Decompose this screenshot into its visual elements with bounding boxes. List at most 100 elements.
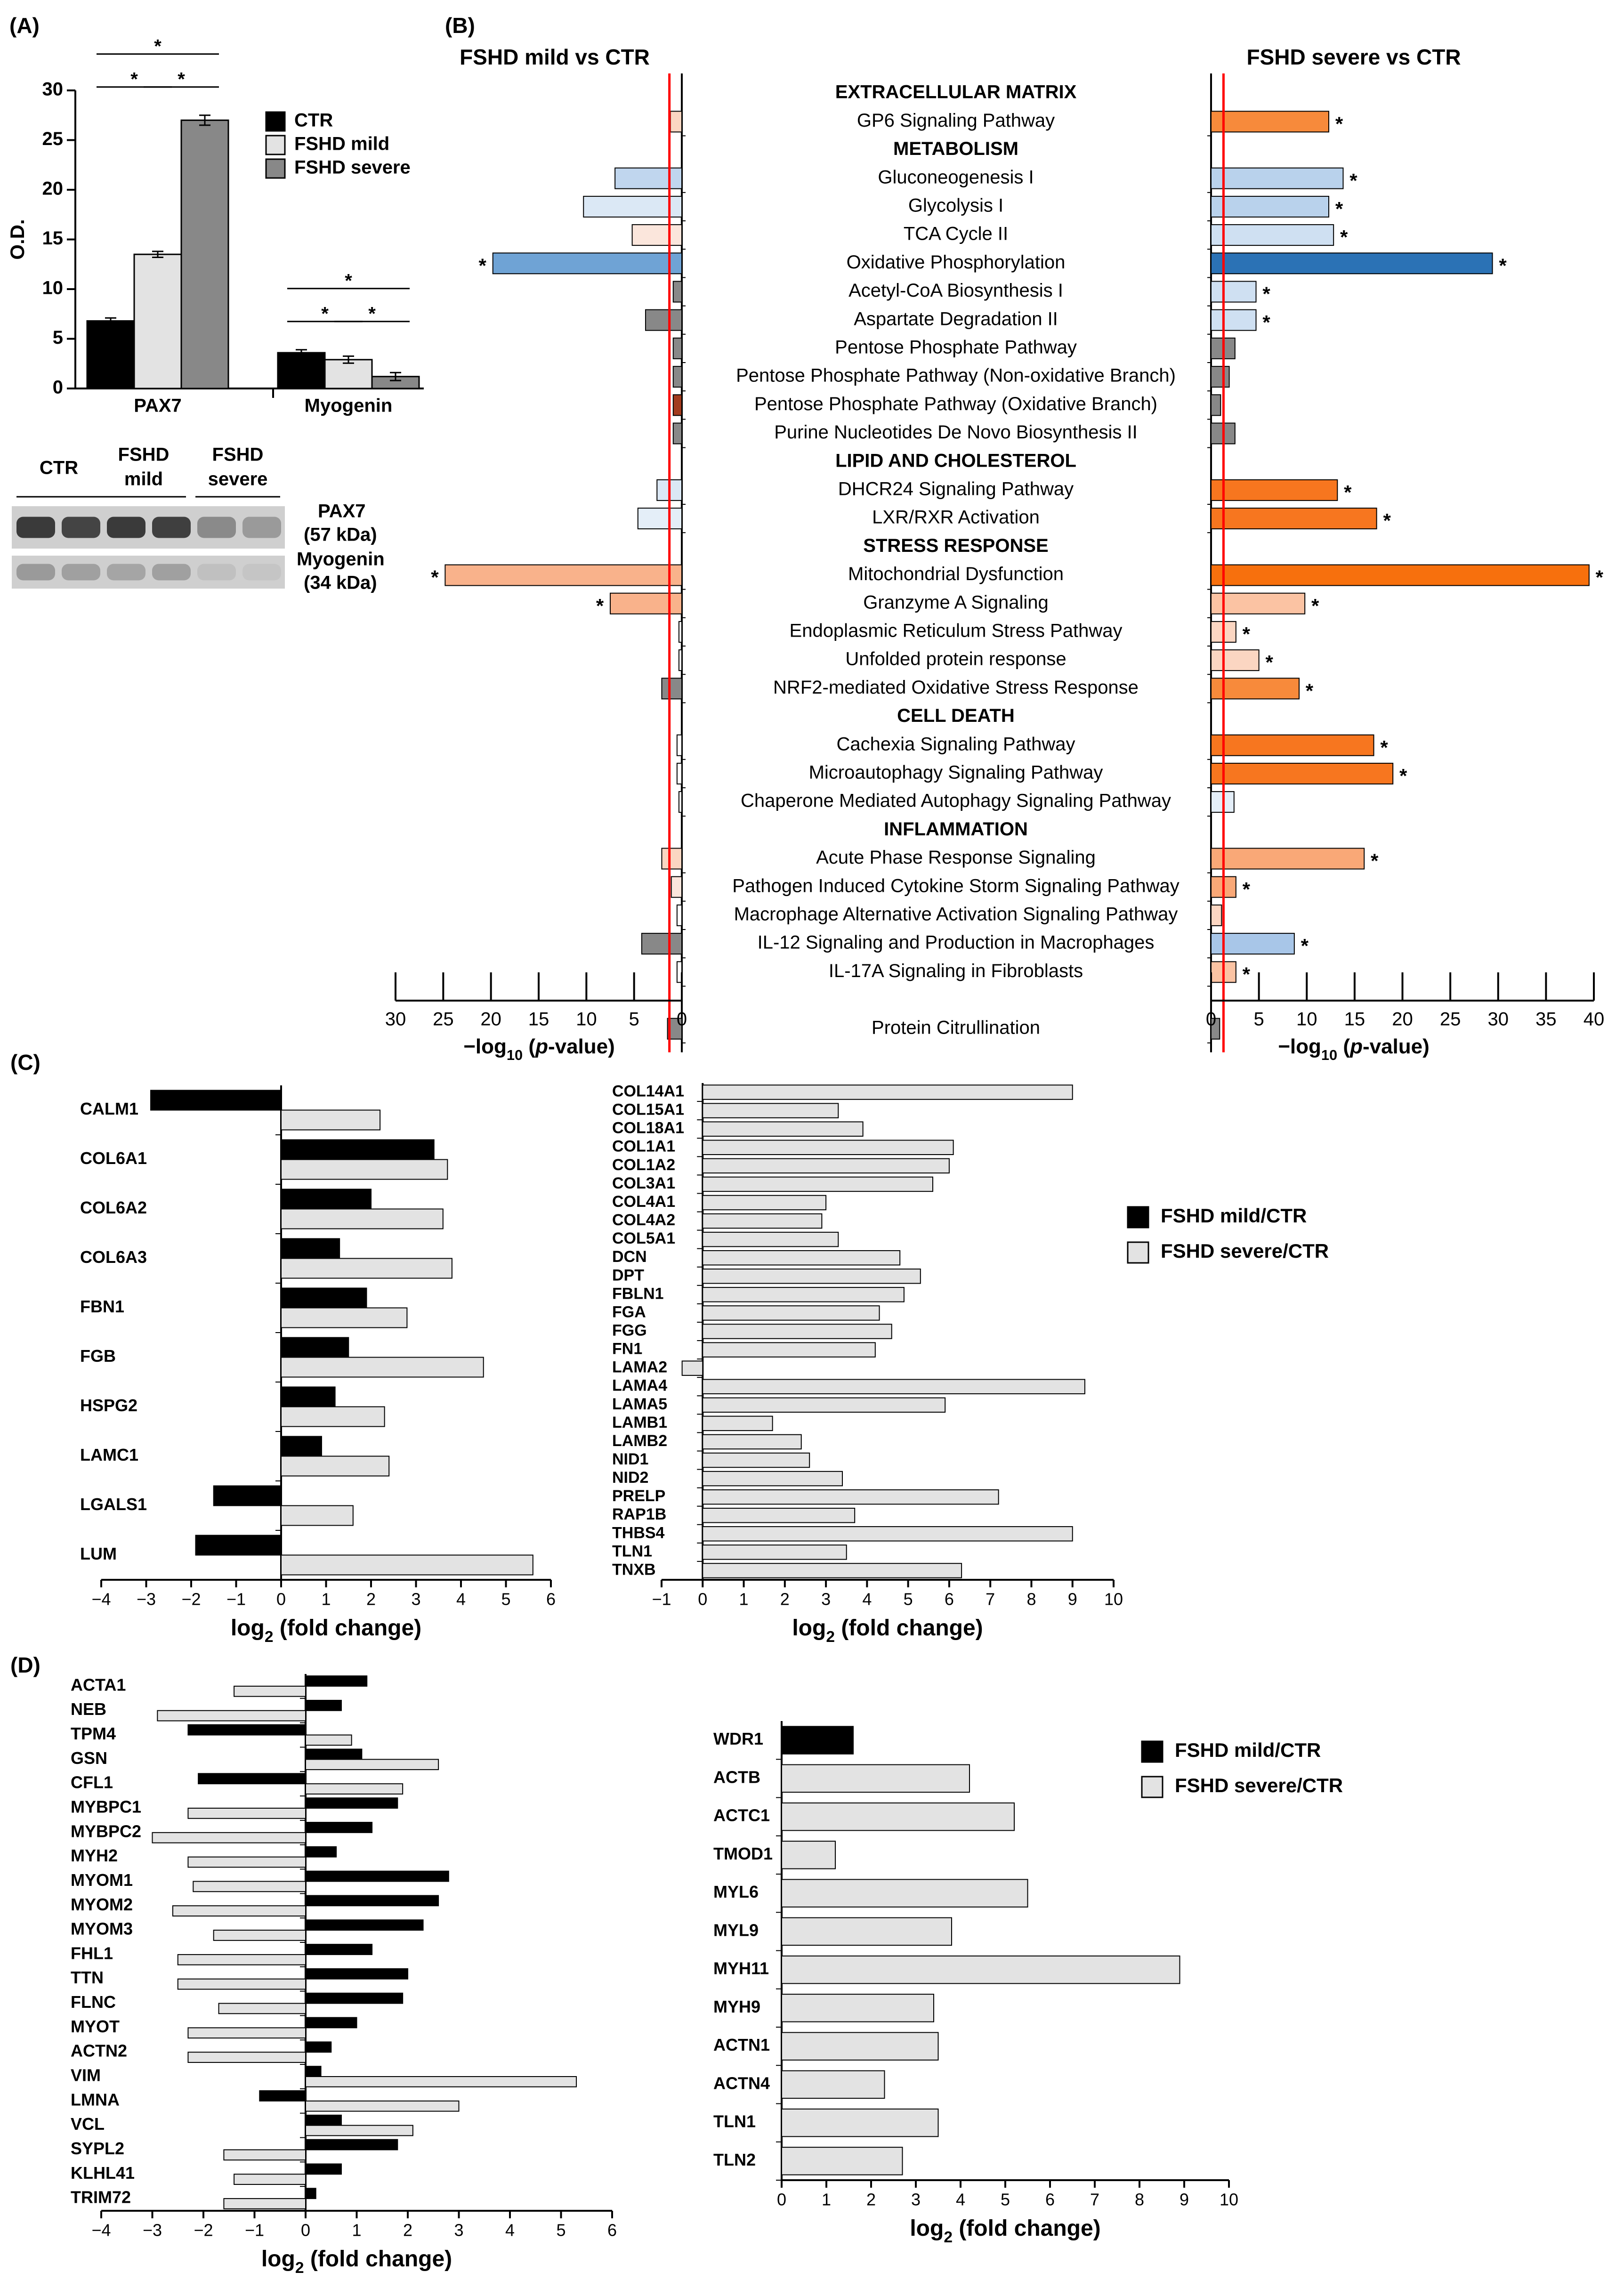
- category-header: CELL DEATH: [897, 705, 1015, 726]
- bar-fbn1-mild: [281, 1287, 367, 1309]
- gene-label: MYBPC1: [71, 1797, 141, 1817]
- bar-lama5-severe: [702, 1397, 946, 1413]
- x-tick-label: 6: [945, 1590, 954, 1609]
- blot-band: [152, 517, 191, 538]
- x-tick-label: 10: [1220, 2190, 1238, 2209]
- bar-mild: [672, 281, 683, 303]
- gene-label: COL6A1: [80, 1148, 147, 1168]
- bar-mild: [672, 337, 683, 359]
- bar-ttn-severe: [177, 1978, 306, 1990]
- bar-myogenin-fshd-mild: [324, 359, 373, 389]
- bar-mybpc2-severe: [152, 1832, 306, 1843]
- significance-marker: *: [1371, 850, 1379, 872]
- x-tick-label: −4: [91, 1590, 111, 1609]
- blot-pax7: [12, 506, 285, 549]
- legend-swatch: [1141, 1776, 1163, 1798]
- bar-vim-severe: [305, 2076, 577, 2087]
- gene-label: TMOD1: [713, 1844, 773, 1863]
- bar-klhl41-mild: [305, 2163, 342, 2175]
- x-tick-label: 7: [986, 1590, 995, 1609]
- bar-mild: [678, 621, 683, 643]
- gene-label: COL1A2: [612, 1156, 675, 1174]
- bar-mild: [492, 252, 682, 275]
- bar-fgb-mild: [281, 1337, 349, 1358]
- bar-actn2-severe: [187, 2052, 307, 2063]
- gene-label: FGB: [80, 1346, 116, 1366]
- gene-label: COL6A3: [80, 1247, 147, 1267]
- x-tick-label: 1: [822, 2190, 831, 2209]
- bar-fhl1-severe: [177, 1954, 306, 1965]
- bar-mild: [676, 904, 683, 926]
- pathway-label: Pathogen Induced Cytokine Storm Signalin…: [732, 875, 1179, 896]
- x-tick-label: −1: [226, 1590, 246, 1609]
- bar-pax7-fshd-severe: [180, 119, 229, 389]
- pathway-label: IL-12 Signaling and Production in Macrop…: [758, 932, 1155, 953]
- bar-mild: [678, 649, 683, 671]
- y-tick-label: 20: [42, 178, 64, 199]
- gene-label: MYH9: [713, 1997, 760, 2016]
- legend-swatch: [265, 158, 286, 179]
- bar-lmna-severe: [305, 2100, 460, 2112]
- legend-swatch: [265, 111, 286, 132]
- pathway-label: Protein Citrullination: [872, 1017, 1040, 1038]
- blot-band-label: Myogenin: [297, 549, 385, 570]
- x-tick-label: 2: [366, 1590, 376, 1609]
- x-tick-label: 25: [433, 1009, 454, 1030]
- significance-marker: *: [1306, 679, 1314, 702]
- bar-myh9-severe: [781, 1994, 934, 2022]
- significance-marker: *: [178, 69, 185, 89]
- blot-band: [152, 564, 191, 581]
- right-chart-title: FSHD severe vs CTR: [1246, 45, 1461, 69]
- bar-vcl-mild: [305, 2114, 342, 2126]
- gene-label: COL3A1: [612, 1174, 675, 1192]
- bar-tmod1-severe: [781, 1841, 836, 1869]
- bar-lmna-mild: [259, 2090, 306, 2102]
- bar-mild: [672, 394, 683, 416]
- legend-swatch: [1141, 1740, 1163, 1763]
- significance-marker: *: [130, 69, 138, 89]
- blot-group-label: FSHD: [212, 445, 264, 465]
- gene-label: KLHL41: [71, 2163, 135, 2183]
- bar-col4a2-severe: [702, 1213, 823, 1229]
- gene-label: MYOM1: [71, 1870, 133, 1890]
- bar-severe: [1211, 933, 1295, 955]
- bar-klhl41-severe: [234, 2174, 306, 2185]
- gene-label: CFL1: [71, 1773, 113, 1792]
- x-tick-label: 0: [1206, 1009, 1216, 1030]
- significance-marker: *: [1349, 170, 1357, 192]
- bar-myh2-mild: [305, 1846, 337, 1858]
- x-tick-label: 8: [1026, 1590, 1036, 1609]
- gene-label: WDR1: [713, 1729, 763, 1748]
- gene-label: DPT: [612, 1266, 644, 1284]
- bar-col6a3-mild: [281, 1238, 340, 1259]
- bar-lamc1-mild: [281, 1436, 322, 1457]
- bar-dcn-severe: [702, 1250, 901, 1266]
- pathway-label: NRF2-mediated Oxidative Stress Response: [773, 677, 1139, 698]
- right-x-axis-label: −log10 (p-value): [1278, 1035, 1430, 1063]
- bar-myh2-severe: [187, 1856, 307, 1868]
- x-tick-label: 5: [1254, 1009, 1264, 1030]
- pathway-label: Mitochondrial Dysfunction: [848, 564, 1064, 584]
- x-tick-label: 2: [780, 1590, 790, 1609]
- gene-label: TPM4: [71, 1724, 116, 1743]
- x-tick-label: 4: [862, 1590, 872, 1609]
- bar-lama2-severe: [681, 1360, 703, 1376]
- x-tick-label: 1: [352, 2221, 361, 2240]
- significance-marker: *: [1243, 623, 1251, 645]
- bar-tln1-severe: [781, 2108, 939, 2137]
- x-tick-label: 4: [956, 2190, 965, 2209]
- bar-lgals1-mild: [213, 1485, 282, 1506]
- bar-hspg2-severe: [281, 1406, 385, 1427]
- bar-col6a2-mild: [281, 1188, 372, 1210]
- bar-myot-severe: [187, 2027, 307, 2039]
- y-tick-label: 15: [42, 228, 64, 249]
- pathway-label: TCA Cycle II: [904, 224, 1008, 244]
- x-tick-label: −3: [137, 1590, 156, 1609]
- legend-label: CTR: [294, 110, 333, 131]
- x-axis-label: log2 (fold change): [231, 1616, 421, 1646]
- bar-col6a3-severe: [281, 1258, 452, 1279]
- y-axis-label: O.D.: [6, 219, 28, 259]
- x-tick-label: 30: [385, 1009, 406, 1030]
- x-tick-label: 6: [546, 1590, 556, 1609]
- gene-label: ACTN1: [713, 2035, 770, 2054]
